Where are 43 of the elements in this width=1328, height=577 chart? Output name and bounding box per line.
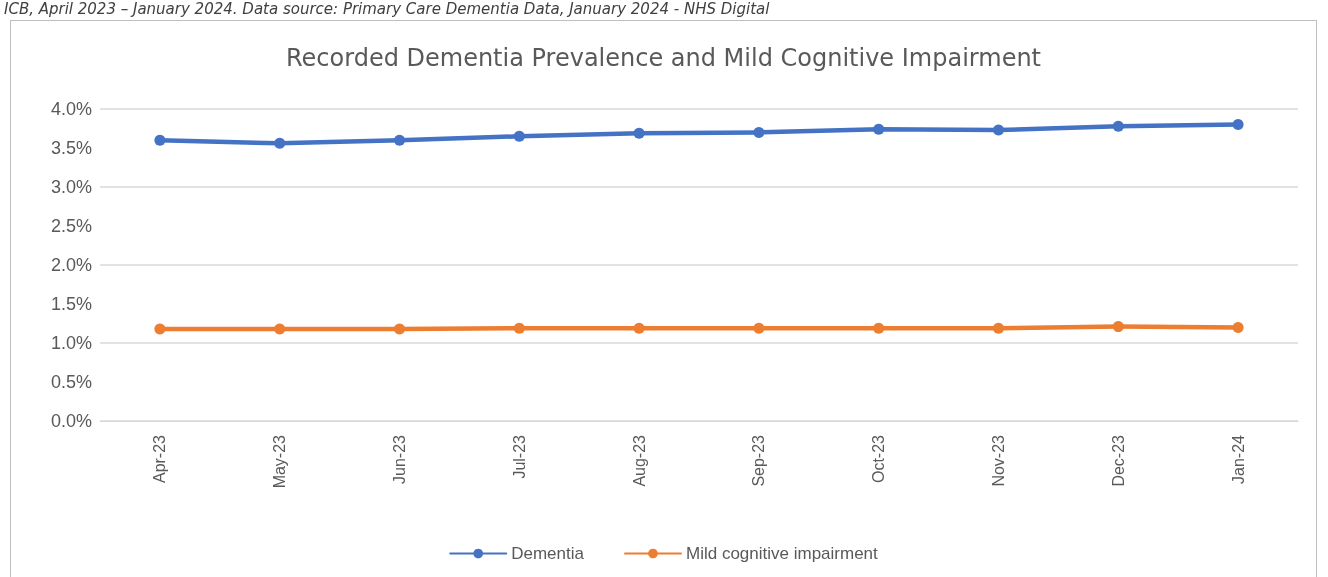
x-tick-label: May-23 bbox=[271, 434, 289, 489]
y-tick-label: 1.5% bbox=[50, 294, 92, 314]
point bbox=[1112, 120, 1124, 132]
y-tick-label: 1.0% bbox=[50, 333, 92, 353]
y-tick-label: 2.5% bbox=[50, 216, 92, 236]
y-tick-label: 2.0% bbox=[50, 255, 92, 275]
x-tick-label: Jan-24 bbox=[1229, 434, 1247, 484]
point bbox=[513, 130, 525, 142]
point bbox=[1232, 321, 1244, 333]
point bbox=[1232, 119, 1244, 131]
point bbox=[993, 124, 1004, 136]
point bbox=[394, 323, 405, 335]
point bbox=[993, 322, 1004, 334]
point bbox=[274, 323, 286, 335]
y-tick-label: 0.5% bbox=[50, 372, 92, 392]
point bbox=[394, 134, 405, 146]
x-tick-label: Apr-23 bbox=[151, 434, 169, 484]
x-tick-label: Nov-23 bbox=[990, 434, 1007, 487]
point bbox=[873, 123, 885, 135]
x-tick-label: Dec-23 bbox=[1109, 434, 1127, 487]
point bbox=[753, 322, 765, 334]
y-tick-label: 0.0% bbox=[50, 411, 92, 431]
point bbox=[274, 137, 286, 149]
y-tick-label: 4.0% bbox=[50, 99, 92, 119]
legend-label: Mild cognitive impairment bbox=[685, 544, 879, 563]
chart-title: Recorded Dementia Prevalence and Mild Cognitive Impairment bbox=[285, 44, 1042, 72]
point bbox=[1112, 321, 1124, 333]
point bbox=[513, 322, 525, 334]
x-tick-label: Jun-23 bbox=[391, 434, 408, 484]
y-tick-label: 3.0% bbox=[50, 177, 92, 197]
x-tick-label: Jul-23 bbox=[510, 434, 528, 479]
point bbox=[633, 322, 645, 334]
point bbox=[154, 134, 166, 146]
x-tick-label: Aug-23 bbox=[630, 434, 648, 487]
x-tick-label: Oct-23 bbox=[870, 434, 888, 484]
point bbox=[633, 127, 645, 139]
point bbox=[873, 322, 885, 334]
point bbox=[154, 323, 166, 335]
legend-label: Dementia bbox=[511, 544, 585, 563]
point bbox=[753, 126, 765, 138]
text: ICB, April 2023 – January 2024. Data source: Primary Care Dementia Data, January 2024 - NHS Digital bbox=[4, 0, 770, 18]
x-tick-label: Sep-23 bbox=[750, 434, 768, 487]
y-tick-label: 3.5% bbox=[50, 138, 92, 158]
